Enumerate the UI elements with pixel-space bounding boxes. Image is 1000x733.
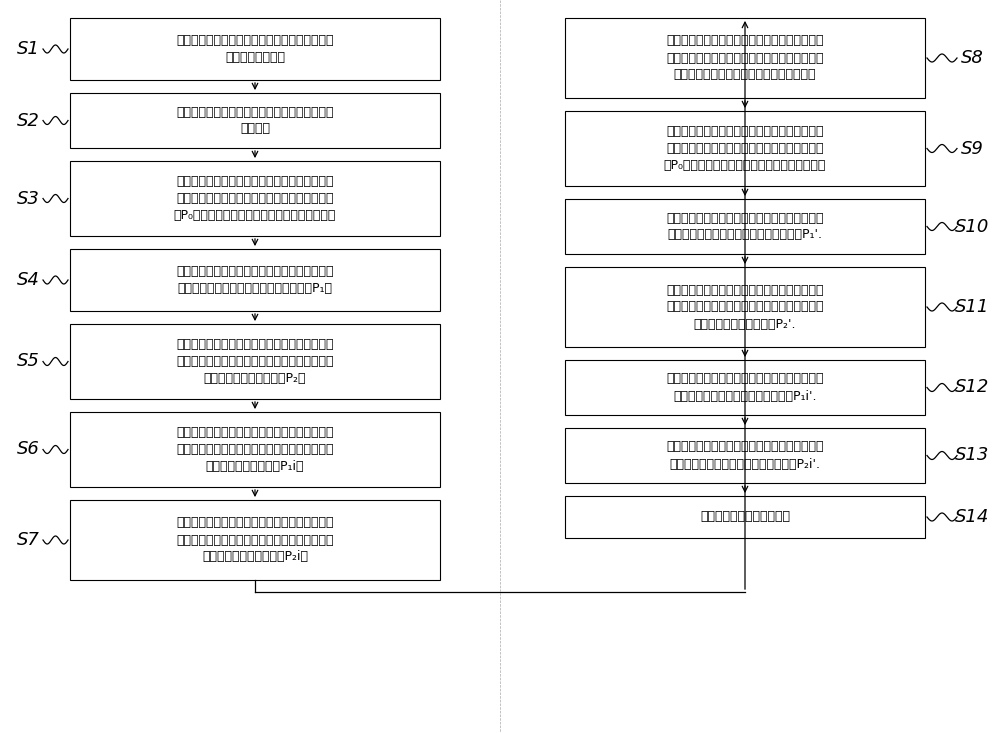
Bar bbox=[70, 324, 440, 399]
Bar bbox=[70, 18, 440, 80]
Text: 开启第二角阀和第三角阀，启动干泵，启动离子
规，当离子规测到的第一真空室为预设的第十压
力P₀时，关闭第二角阀，开启第一角阀和分子泵: 开启第二角阀和第三角阀，启动干泵，启动离子 规，当离子规测到的第一真空室为预设的… bbox=[664, 125, 826, 172]
Text: 关闭第三角阀，开启第四角阀，当离子规的读数
趋于稳定后，记录离子规的读数为第二真空室的
所有气体组分的第二全压P₂。: 关闭第三角阀，开启第四角阀，当离子规的读数 趋于稳定后，记录离子规的读数为第二真… bbox=[176, 338, 334, 385]
Text: S10: S10 bbox=[955, 218, 989, 235]
Text: S1: S1 bbox=[17, 40, 39, 58]
Text: 当离子规的读数趋于稳定后，记录离子规的读数
为第一真空室的所有气体组分的第一全压P₁。: 当离子规的读数趋于稳定后，记录离子规的读数 为第一真空室的所有气体组分的第一全压… bbox=[176, 265, 334, 295]
Bar bbox=[565, 199, 925, 254]
Text: 测试完毕，关闭所有仪器。: 测试完毕，关闭所有仪器。 bbox=[700, 510, 790, 523]
Text: 关闭第三角阀，开启第四角阀，当离子规的读数
趋于稳定后，记录离子规的读数为第二真空室的
所有气体组分的第四全压P₂'.: 关闭第三角阀，开启第四角阀，当离子规的读数 趋于稳定后，记录离子规的读数为第二真… bbox=[666, 284, 824, 331]
Text: 关闭第五角阀，开启第六角阀，当质谱计的读数
趋于稳定后，记录质谱计的读数为第二真空室的
某一气体组分的第二分压P₂i。: 关闭第五角阀，开启第六角阀，当质谱计的读数 趋于稳定后，记录质谱计的读数为第二真… bbox=[176, 517, 334, 564]
Bar bbox=[565, 18, 925, 98]
Bar bbox=[70, 161, 440, 236]
Text: 开启第二角阀和第三角阀，启动干泵，启动离子
规，当离子规测到的第一真空室为预设的第十压
力P₀时，关闭第二角阀，开启第一角阀和分子泵: 开启第二角阀和第三角阀，启动干泵，启动离子 规，当离子规测到的第一真空室为预设的… bbox=[174, 175, 336, 222]
Bar bbox=[565, 267, 925, 347]
Bar bbox=[565, 111, 925, 186]
Text: 启动质谱计，打开第五角阀，记录质谱计的读数
为第一真空室的第二分气体第三分压P₁i'.: 启动质谱计，打开第五角阀，记录质谱计的读数 为第一真空室的第二分气体第三分压P₁… bbox=[666, 372, 824, 402]
Text: S11: S11 bbox=[955, 298, 989, 316]
Text: S4: S4 bbox=[17, 271, 39, 289]
Text: S13: S13 bbox=[955, 446, 989, 465]
Text: S5: S5 bbox=[17, 353, 39, 370]
Text: S9: S9 bbox=[961, 139, 983, 158]
Bar bbox=[70, 249, 440, 311]
Text: S6: S6 bbox=[17, 441, 39, 459]
Text: 打开辐射灯对测试材料进行加热，并稳定测试材
料温度。: 打开辐射灯对测试材料进行加热，并稳定测试材 料温度。 bbox=[176, 106, 334, 136]
Bar bbox=[565, 428, 925, 483]
Bar bbox=[565, 496, 925, 538]
Bar bbox=[565, 360, 925, 415]
Text: S12: S12 bbox=[955, 378, 989, 397]
Text: 打开第二真空室舱门，将测试材料放入测试材料
盒中，关闭舱门。: 打开第二真空室舱门，将测试材料放入测试材料 盒中，关闭舱门。 bbox=[176, 34, 334, 64]
Bar bbox=[70, 500, 440, 580]
Text: 启动质谱计，打开第五角阀，当质谱计的读数趋
于稳定后，记录质谱计的读数为第一真空室的某
一气体组分的第一分压P₁i。: 启动质谱计，打开第五角阀，当质谱计的读数趋 于稳定后，记录质谱计的读数为第一真空… bbox=[176, 426, 334, 473]
Text: 关闭第一角阀、第四角阀，打开第七角阀，将氮
气充入第二真空室，当真空环境被破坏后，关闭
第七角阀，停止充入氮气，移除测试材料。: 关闭第一角阀、第四角阀，打开第七角阀，将氮 气充入第二真空室，当真空环境被破坏后… bbox=[666, 34, 824, 81]
Text: S14: S14 bbox=[955, 508, 989, 526]
Bar bbox=[70, 93, 440, 148]
Bar bbox=[70, 412, 440, 487]
Text: S2: S2 bbox=[17, 111, 39, 130]
Text: S8: S8 bbox=[961, 49, 983, 67]
Text: S7: S7 bbox=[17, 531, 39, 549]
Text: 关闭第五角阀，开启第六角阀，记录质谱计的读
数为第二真空室的第二分气体第四分压P₂i'.: 关闭第五角阀，开启第六角阀，记录质谱计的读 数为第二真空室的第二分气体第四分压P… bbox=[666, 441, 824, 471]
Text: 当离子规的读数趋于稳定后，记录离子规的读数
为第一真空室的所有气体组分的第三全压P₁'.: 当离子规的读数趋于稳定后，记录离子规的读数 为第一真空室的所有气体组分的第三全压… bbox=[666, 212, 824, 241]
Text: S3: S3 bbox=[17, 190, 39, 207]
